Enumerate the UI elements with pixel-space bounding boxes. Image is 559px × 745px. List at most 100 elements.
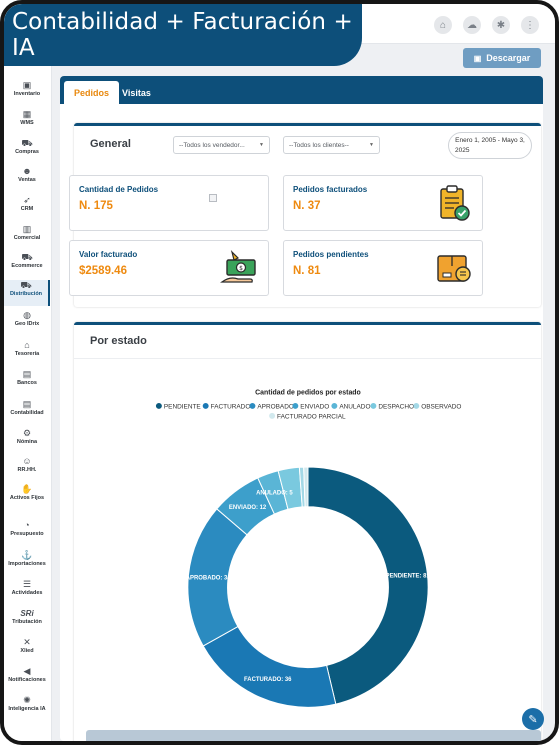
settings-icon[interactable]: ✱: [492, 16, 510, 34]
import-icon: ⚓: [21, 550, 33, 560]
state-title: Por estado: [90, 335, 147, 347]
bank-icon: ⌂: [24, 340, 30, 350]
donut-data-label: ENVIADO: 12: [229, 505, 267, 511]
sidebar-item-nomina[interactable]: ⚙ Nómina: [4, 428, 50, 454]
sidebar-item-tributacion[interactable]: SRi Tributación: [4, 608, 50, 634]
main-area: ▣ Descargar Pedidos Visitas General --To…: [52, 44, 555, 741]
apps-icon[interactable]: ⋮: [521, 16, 539, 34]
legend-swatch: [269, 412, 276, 419]
sidebar-item-comercial[interactable]: ▥ Comercial: [4, 224, 50, 250]
stat-label: Pedidos facturados: [293, 185, 368, 194]
download-button[interactable]: ▣ Descargar: [463, 48, 541, 68]
donut-slice-facturado[interactable]: [202, 625, 337, 708]
legend-entry[interactable]: DESPACHO: [378, 403, 414, 410]
cloud-icon[interactable]: ☁: [463, 16, 481, 34]
legend-entry[interactable]: PENDIENTE: [164, 403, 202, 410]
sidebar-item-ecommerce[interactable]: ⛟ Ecommerce: [4, 252, 50, 278]
donut-data-label: ANULADO: 5: [256, 491, 293, 497]
date-range-line1: Enero 1, 2005 - Mayo 3,: [455, 137, 525, 144]
legend-entry[interactable]: FACTURADO PARCIAL: [277, 413, 346, 420]
megaphone-icon: ◀: [23, 666, 31, 676]
person-icon: ☻: [22, 166, 32, 176]
general-card: General --Todos los vendedor... ▼ --Todo…: [69, 123, 541, 307]
state-card: Por estado Cantidad de pedidos por estad…: [74, 322, 541, 741]
sidebar-item-label: Notificaciones: [8, 677, 46, 683]
ledger-icon: ▤: [22, 399, 32, 409]
legend-swatch: [413, 402, 420, 409]
legend-swatch: [292, 402, 299, 409]
banner-text: Contabilidad + Facturación + IA: [12, 9, 353, 61]
sidebar-item-importaciones[interactable]: ⚓ Importaciones: [4, 550, 50, 576]
chart-icon: ▥: [22, 224, 32, 234]
tab-visitas[interactable]: Visitas: [122, 87, 151, 98]
card-divider: [74, 358, 541, 359]
chart-legend: PENDIENTE FACTURADO APROBADO ENVIADO ANULADO…: [155, 402, 461, 420]
sidebar-item-notificaciones[interactable]: ◀ Notificaciones: [4, 666, 50, 692]
tab-pedidos[interactable]: Pedidos: [64, 81, 120, 104]
donut-slice-pendiente[interactable]: [307, 466, 429, 705]
sidebar-item-wms[interactable]: ▦ WMS: [4, 109, 50, 135]
donut-slice-facturado-parcial[interactable]: [303, 466, 309, 508]
sidebar-item-label: Xlied: [20, 648, 34, 654]
budget-icon: ◔: [24, 520, 30, 530]
date-range-picker[interactable]: Enero 1, 2005 - Mayo 3, 2025: [448, 132, 532, 159]
sidebar-item-crm[interactable]: ➶ CRM: [4, 195, 50, 221]
sidebar-item-inventario[interactable]: ▣ Inventario: [4, 80, 50, 106]
sidebar-item-label: Geo IDrix: [14, 321, 40, 327]
donut-data-label: APROBADO: 34: [186, 575, 232, 581]
legend-swatch: [155, 402, 162, 409]
promo-banner: Contabilidad + Facturación + IA: [4, 4, 362, 66]
cart-icon: ⛟: [21, 252, 33, 262]
legend-entry[interactable]: FACTURADO: [211, 403, 251, 410]
stat-value: $2589.46: [79, 265, 127, 277]
donut-data-label: PENDIENTE: 81: [386, 573, 431, 579]
sidebar-item-ventas[interactable]: ☻ Ventas: [4, 166, 50, 192]
sidebar-item-geo[interactable]: ◍ Geo IDrix: [4, 310, 50, 336]
sidebar-item-actividades[interactable]: ☰ Actividades: [4, 579, 50, 605]
legend-entry[interactable]: ENVIADO: [300, 403, 329, 410]
rocket-icon: ➶: [23, 195, 31, 205]
sidebar-item-contabilidad[interactable]: ▤ Contabilidad: [4, 399, 50, 425]
home-icon[interactable]: ⌂: [434, 16, 452, 34]
sidebar-item-xlied[interactable]: ✕ Xlied: [4, 637, 50, 663]
sidebar-item-activos-fijos[interactable]: ✋ Activos Fijos: [4, 484, 50, 510]
sidebar-item-compras[interactable]: ⛟ Compras: [4, 138, 50, 164]
bottom-section-header: [86, 730, 541, 741]
sidebar-item-distribucion[interactable]: ⛟ Distribución: [4, 280, 50, 306]
legend-entry[interactable]: APROBADO: [257, 403, 294, 410]
sidebar-item-inteligencia-ia[interactable]: ✺ Inteligencia IA: [4, 695, 50, 727]
sidebar-item-tesoreria[interactable]: ⌂ Tesorería: [4, 340, 50, 366]
sidebar-item-presupuesto[interactable]: ◔ Presupuesto: [4, 520, 50, 546]
client-filter-value: --Todos los clientes--: [289, 141, 349, 149]
chevron-down-icon: ▼: [259, 142, 264, 148]
legend-entry[interactable]: OBSERVADO: [421, 403, 461, 410]
legend-entry[interactable]: ANULADO: [339, 403, 370, 410]
legend-swatch: [249, 402, 256, 409]
sidebar-item-label: Activos Fijos: [9, 495, 45, 501]
cart-icon: ⛟: [21, 138, 33, 148]
top-icons: ⌂ ☁ ✱ ⋮: [434, 16, 539, 34]
x-icon: ✕: [23, 637, 31, 647]
donut-data-label: FACTURADO: 36: [244, 677, 292, 683]
sidebar-item-label: WMS: [20, 120, 34, 126]
pencil-icon: ✎: [528, 713, 538, 726]
sidebar-item-label: Compras: [15, 149, 39, 155]
sidebar-item-label: CRM: [20, 206, 34, 212]
sidebar-item-bancos[interactable]: ▤ Bancos: [4, 369, 50, 395]
seller-filter-select[interactable]: --Todos los vendedor... ▼: [173, 136, 270, 154]
sidebar-item-rrhh[interactable]: ☺ RR.HH.: [4, 456, 50, 482]
edit-fab-button[interactable]: ✎: [522, 708, 544, 730]
list-icon: ☰: [22, 579, 32, 589]
client-filter-select[interactable]: --Todos los clientes-- ▼: [283, 136, 380, 154]
sidebar-item-label: Presupuesto: [10, 531, 44, 537]
sidebar-item-label: Contabilidad: [10, 410, 44, 416]
tab-bar: Pedidos Visitas: [60, 76, 543, 104]
sidebar-item-label: Ventas: [18, 177, 36, 183]
date-range-line2: 2025: [455, 147, 470, 154]
truck-icon: ⛟: [20, 280, 32, 290]
stat-pending-orders: Pedidos pendientes N. 81: [283, 240, 483, 296]
cash-hand-icon: $: [220, 250, 256, 283]
broken-image-icon: [209, 194, 217, 202]
clipboard-check-icon: [440, 185, 470, 221]
